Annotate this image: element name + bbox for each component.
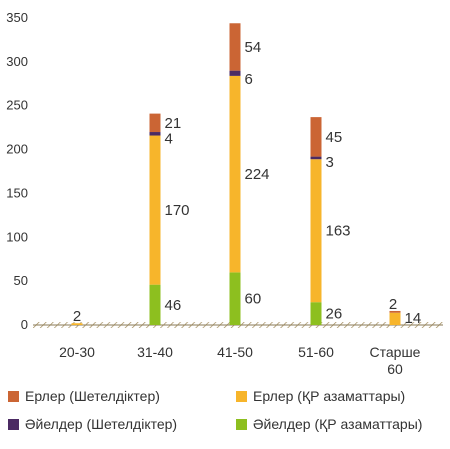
data-label: 26	[326, 306, 343, 323]
data-label: 6	[245, 71, 253, 88]
x-tick-label: Старше 60	[370, 344, 421, 377]
bar-segment	[149, 135, 161, 285]
bar-segment	[229, 272, 241, 325]
data-label: 163	[326, 223, 351, 240]
data-label: 170	[165, 202, 190, 219]
x-tick-label: 20-30	[59, 344, 95, 360]
bar-segment	[149, 284, 161, 325]
data-label: 224	[245, 166, 270, 183]
bar-segment	[149, 132, 161, 136]
bar-segment	[310, 156, 322, 160]
bar-segment	[310, 302, 322, 325]
bar-segment	[229, 70, 241, 76]
bars	[71, 23, 401, 325]
data-label: 46	[165, 297, 182, 314]
y-tick-label: 350	[6, 10, 28, 25]
y-tick-label: 200	[6, 142, 28, 157]
data-label: 2	[389, 296, 397, 313]
data-label: 54	[245, 39, 262, 56]
bar-segment	[310, 117, 322, 157]
data-label: 21	[165, 115, 182, 132]
x-tick-label: 41-50	[217, 344, 253, 360]
bar-segment	[389, 312, 401, 325]
data-label: 2	[73, 308, 81, 325]
y-tick-label: 150	[6, 185, 28, 200]
y-axis: 0 50 100 150 200 250 300 350	[6, 10, 28, 332]
data-label: 60	[245, 291, 262, 308]
data-labels: 2 46 170 421 60 224 6 54 26 163 3 45 14 2	[73, 39, 421, 327]
y-tick-label: 300	[6, 54, 28, 69]
x-tick-label: 51-60	[298, 344, 334, 360]
x-tick-label: 31-40	[137, 344, 173, 360]
y-tick-label: 250	[6, 98, 28, 113]
y-tick-label: 50	[14, 273, 28, 288]
bar-segment	[389, 310, 401, 313]
data-label: 45	[326, 129, 343, 146]
y-tick-label: 100	[6, 229, 28, 244]
bar-segment	[71, 323, 83, 325]
bar-segment	[149, 113, 161, 133]
data-label: 3	[326, 154, 334, 171]
bar-segment	[229, 75, 241, 273]
bar-segment	[229, 23, 241, 71]
data-label: 14	[405, 310, 422, 327]
data-label: 4	[165, 131, 173, 148]
bar-segment	[310, 159, 322, 303]
x-axis-tick-labels: 20-30 31-40 41-50 51-60 Старше 60	[59, 344, 421, 377]
y-tick-label: 0	[21, 317, 28, 332]
